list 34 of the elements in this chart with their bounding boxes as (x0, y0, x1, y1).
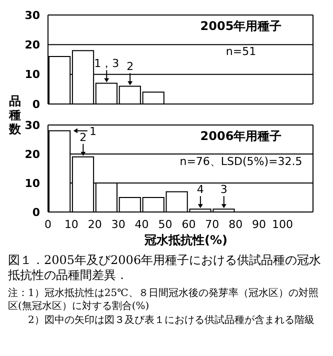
x-tick-label: 70 (205, 218, 220, 231)
annotation: 3 (220, 183, 228, 196)
x-tick-label: 30 (111, 218, 126, 231)
text: n=76、LSD(5%)=32.5 (178, 155, 304, 169)
annotation: 1 (89, 124, 96, 138)
y-tick-label: 30 (24, 118, 40, 132)
text: n=51 (224, 45, 258, 59)
x-tick-label: 20 (88, 218, 102, 231)
caption: 図１．2005年及び2006年用種子における供試品種の冠水抵抗性の品種間差異． (8, 253, 322, 283)
annotation: 2 (126, 60, 134, 74)
chart-title: 2005年用種子 (199, 18, 283, 34)
y-tick-label: 20 (24, 148, 40, 161)
y-tick-label: 0 (32, 98, 40, 111)
y-tick-label: 10 (24, 68, 40, 82)
x-tick-label: 50 (158, 218, 172, 231)
annotation: 1，3 (94, 57, 120, 70)
x-tick-label: 90 (252, 218, 266, 231)
x-tick-label: 0 (44, 218, 52, 231)
y-tick-label: 0 (32, 206, 40, 219)
y-axis-title: 品種数 (8, 94, 22, 136)
y-tick-label: 20 (24, 38, 40, 52)
annotation: 2 (80, 130, 87, 144)
x-tick-label: 10 (64, 218, 78, 231)
annotation: 4 (196, 183, 204, 196)
x-tick-label: 60 (182, 218, 196, 231)
x-axis-title: 冠水抵抗性(%) (144, 232, 228, 249)
text: 2）図中の矢印は図３及び表１における供試品種が含まれる階級 (27, 314, 316, 327)
y-tick-label: 10 (24, 176, 40, 190)
x-tick-label: 100 (272, 218, 294, 231)
x-tick-label: 80 (228, 218, 243, 231)
y-tick-label: 30 (24, 8, 40, 22)
x-tick-label: 40 (134, 218, 149, 231)
text: 注：1）冠水抵抗性は25℃、８日間冠水後の発芽率（冠水区）の対照区(無冠水区）に対する割合(%) (8, 287, 320, 313)
chart-title: 2006年用種子 (199, 128, 283, 144)
